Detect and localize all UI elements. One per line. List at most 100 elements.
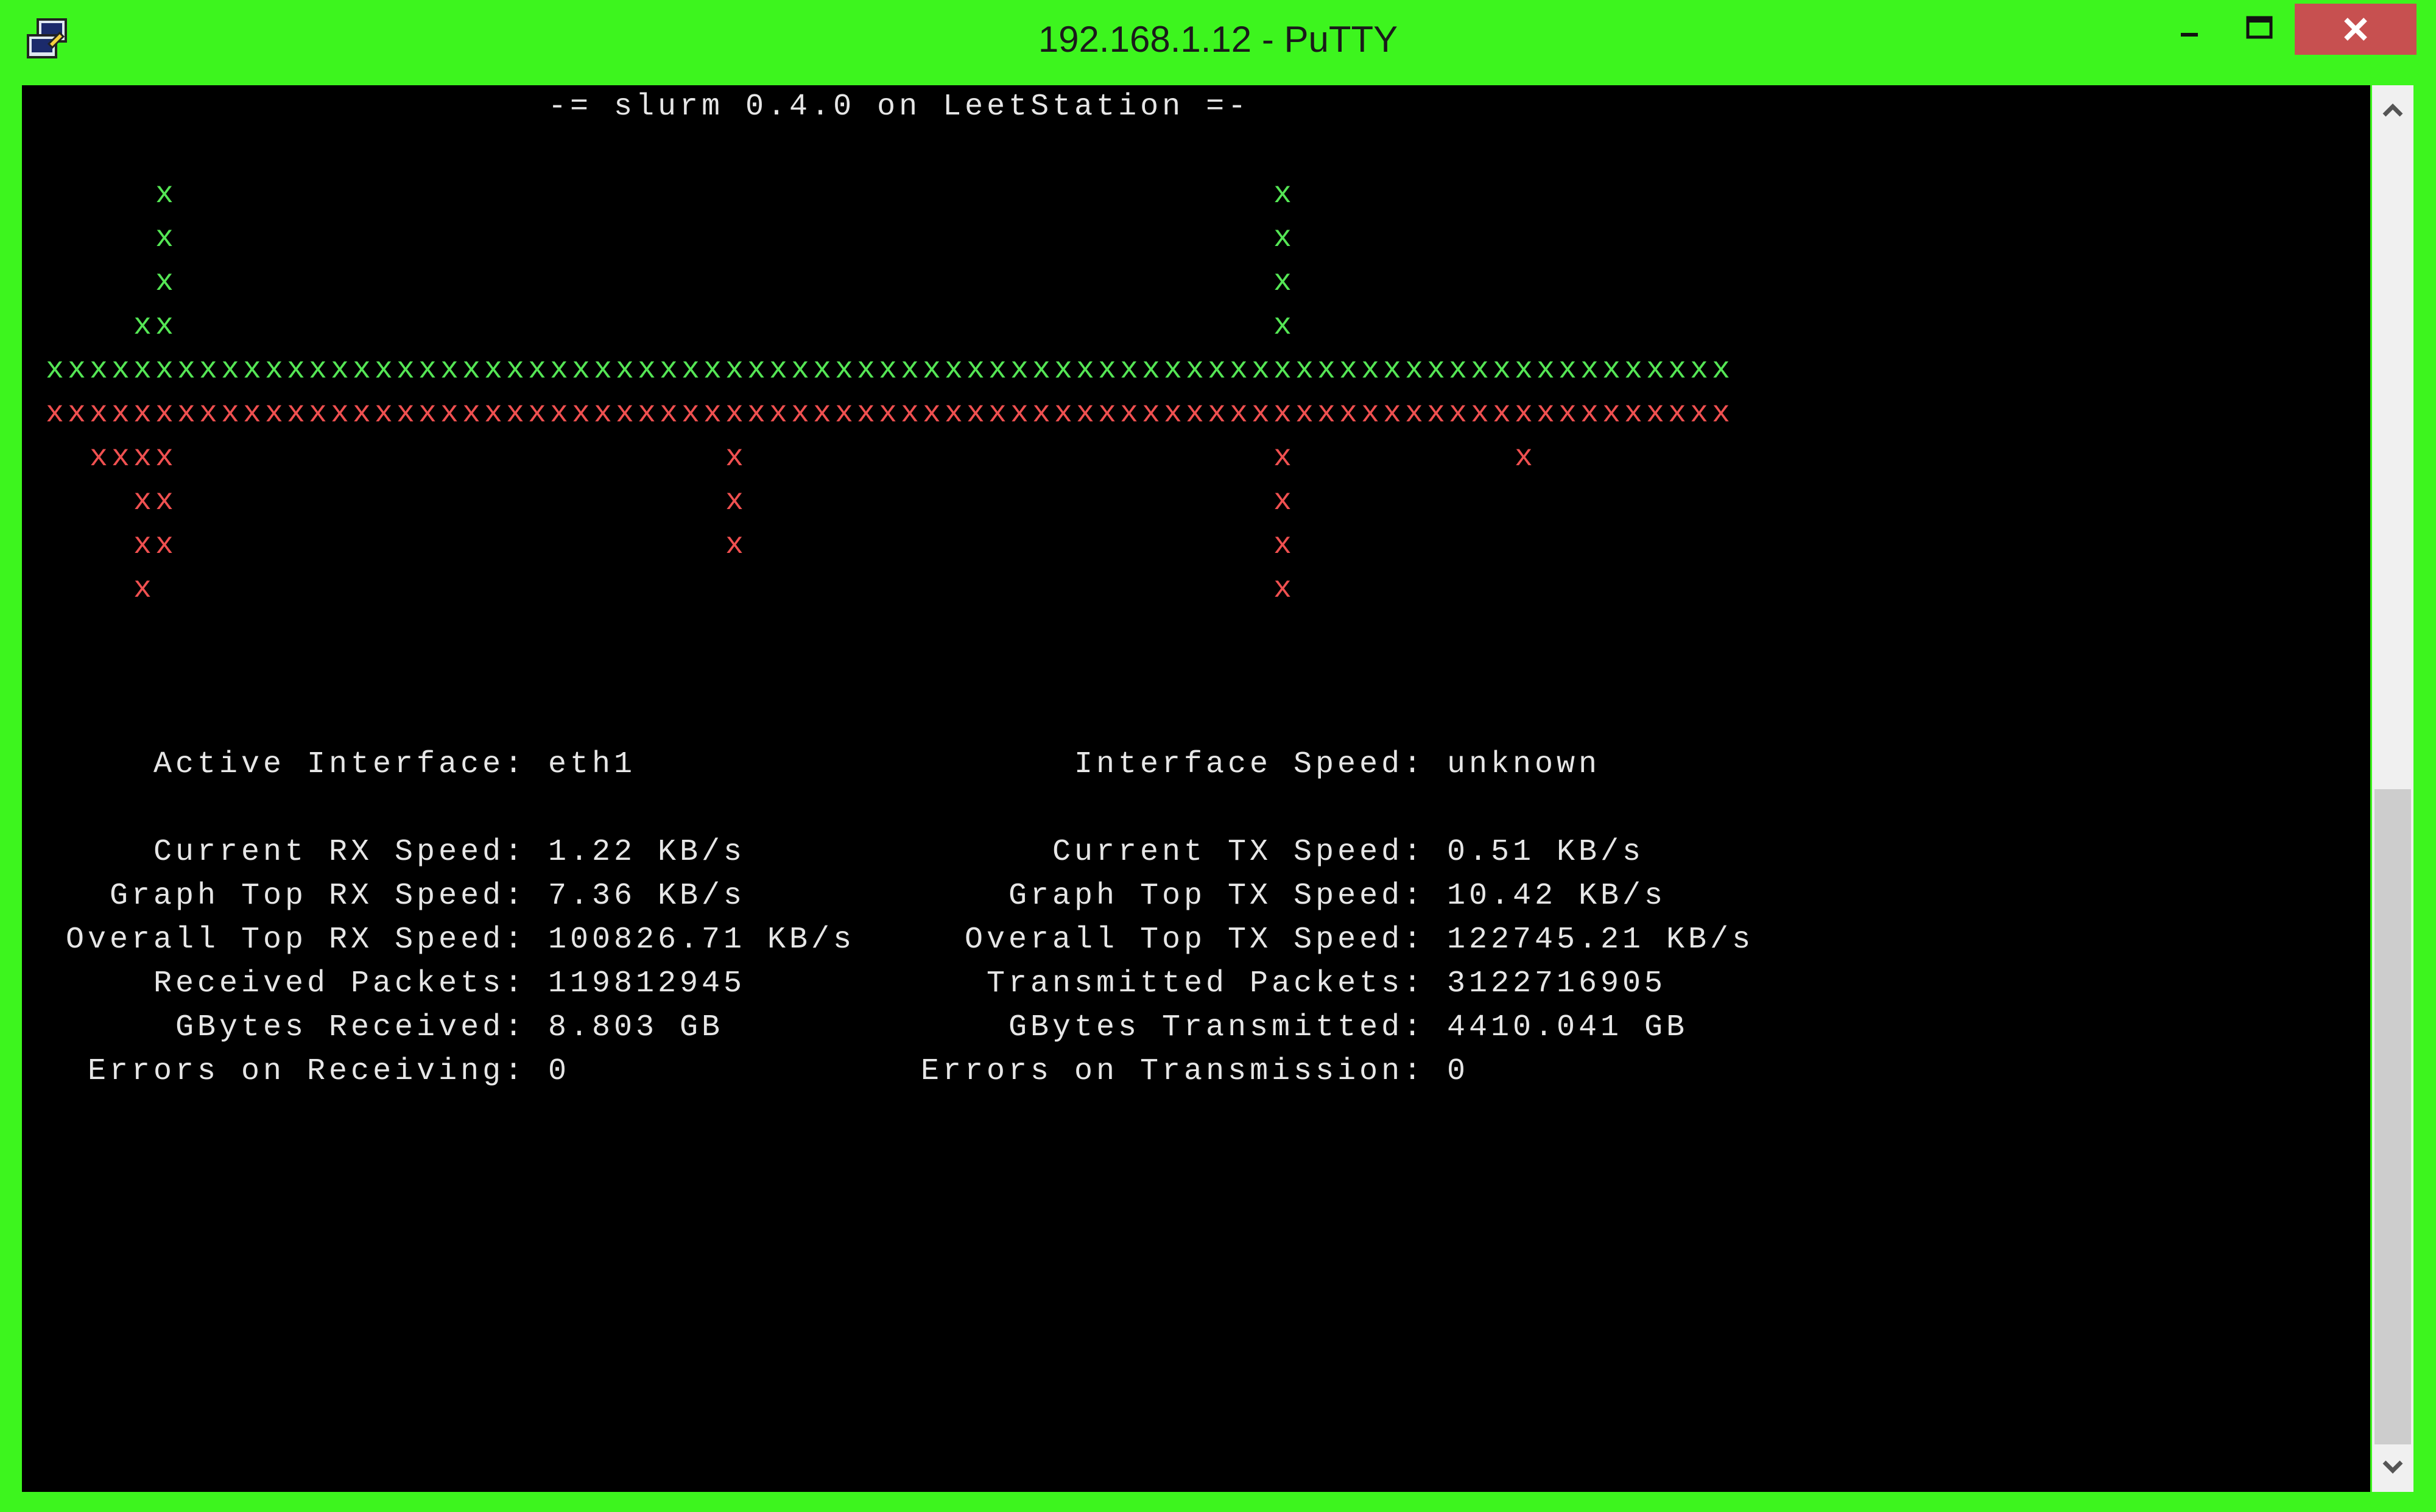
- tx-graph-mark: x: [571, 396, 590, 431]
- interface-speed-value: unknown: [1447, 747, 1601, 782]
- scrollbar-thumb[interactable]: [2374, 789, 2411, 1444]
- tx-graph-mark: x: [1514, 396, 1533, 431]
- tx-graph-mark: x: [1580, 396, 1599, 431]
- tx-graph-mark: x: [1667, 396, 1686, 431]
- tx-graph-mark: x: [396, 396, 415, 431]
- tx-graph-mark: x: [242, 396, 261, 431]
- rx-graph-mark: x: [1580, 353, 1599, 387]
- tx-graph-mark: x: [440, 396, 459, 431]
- scroll-down-button[interactable]: [2372, 1446, 2413, 1489]
- tx-graph-mark: x: [681, 396, 700, 431]
- tx-graph-mark: x: [944, 396, 963, 431]
- tx-graph-mark: x: [966, 396, 985, 431]
- active-interface-value: eth1: [548, 747, 636, 782]
- rx-graph-mark: x: [308, 353, 327, 387]
- tx-graph-mark: x: [89, 396, 108, 431]
- rx-graph-mark: x: [1492, 353, 1511, 387]
- rx-graph-mark: x: [1602, 353, 1621, 387]
- rx-graph-mark: x: [571, 353, 590, 387]
- tx-graph-mark: x: [352, 396, 371, 431]
- gbytes-transmitted-label: GBytes Transmitted:: [1009, 1010, 1426, 1045]
- vertical-scrollbar[interactable]: [2372, 85, 2413, 1492]
- rx-graph-mark: x: [462, 353, 481, 387]
- rx-graph-mark: x: [155, 353, 174, 387]
- rx-graph-mark: x: [593, 353, 612, 387]
- rx-graph-mark: x: [856, 353, 875, 387]
- rx-graph-mark: x: [988, 353, 1007, 387]
- rx-graph-mark: x: [45, 353, 64, 387]
- tx-graph-mark: x: [1382, 396, 1401, 431]
- rx-graph-mark: x: [1536, 353, 1555, 387]
- tx-graph-mark: x: [220, 396, 239, 431]
- tx-graph-mark: x: [1273, 440, 1292, 475]
- rx-graph-mark: x: [1097, 353, 1116, 387]
- rx-graph-mark: x: [67, 353, 86, 387]
- rx-graph-mark: x: [790, 353, 809, 387]
- errors-receiving-value: 0: [548, 1054, 571, 1089]
- tx-graph-mark: x: [308, 396, 327, 431]
- tx-graph-mark: x: [747, 396, 766, 431]
- tx-graph-mark: x: [878, 396, 897, 431]
- rx-graph-mark: x: [747, 353, 766, 387]
- tx-graph-mark: x: [1602, 396, 1621, 431]
- tx-graph-mark: x: [1558, 396, 1577, 431]
- rx-graph-mark: x: [944, 353, 963, 387]
- tx-graph-mark: x: [1426, 396, 1445, 431]
- rx-graph-mark: x: [878, 353, 897, 387]
- tx-graph-mark: x: [133, 440, 152, 475]
- minimize-icon: [2181, 33, 2198, 37]
- rx-graph-mark: x: [1317, 353, 1336, 387]
- scroll-up-button[interactable]: [2372, 88, 2413, 131]
- rx-graph-mark: x: [1624, 353, 1642, 387]
- tx-graph-mark: x: [1711, 396, 1730, 431]
- rx-graph-mark: x: [1273, 353, 1292, 387]
- tx-graph-mark: x: [1185, 396, 1204, 431]
- tx-graph-mark: x: [1273, 528, 1292, 563]
- tx-graph-mark: x: [615, 396, 634, 431]
- rx-graph-mark: x: [1273, 177, 1292, 212]
- current-tx-label: Current TX Speed:: [1052, 835, 1426, 870]
- title-bar[interactable]: 192.168.1.12 - PuTTY: [0, 0, 2436, 85]
- overall-top-tx-label: Overall Top TX Speed:: [965, 923, 1426, 957]
- gbytes-received-label: GBytes Received:: [175, 1010, 527, 1045]
- tx-graph-mark: x: [725, 528, 744, 563]
- tx-graph-mark: x: [133, 484, 152, 519]
- putty-icon[interactable]: [24, 17, 71, 63]
- transmitted-packets-value: 3122716905: [1447, 966, 1667, 1001]
- rx-graph-mark: x: [1404, 353, 1423, 387]
- maximize-button[interactable]: [2226, 4, 2293, 55]
- tx-graph-mark: x: [1295, 396, 1314, 431]
- rx-graph-mark: x: [1711, 353, 1730, 387]
- rx-graph-mark: x: [681, 353, 700, 387]
- rx-graph-mark: x: [637, 353, 656, 387]
- tx-graph-mark: x: [111, 440, 130, 475]
- tx-graph-mark: x: [286, 396, 305, 431]
- rx-graph-mark: x: [418, 353, 437, 387]
- rx-graph-mark: x: [396, 353, 415, 387]
- gbytes-received-value: 8.803 GB: [548, 1010, 724, 1045]
- active-interface-label: Active Interface:: [153, 747, 527, 782]
- rx-graph-mark: x: [264, 353, 283, 387]
- gbytes-transmitted-value: 4410.041 GB: [1447, 1010, 1689, 1045]
- rx-graph-mark: x: [89, 353, 108, 387]
- errors-transmission-value: 0: [1447, 1054, 1470, 1089]
- tx-graph-mark: x: [1624, 396, 1642, 431]
- close-button[interactable]: [2295, 4, 2417, 55]
- tx-graph-mark: x: [1119, 396, 1138, 431]
- tx-graph-mark: x: [527, 396, 546, 431]
- tx-graph-mark: x: [484, 396, 502, 431]
- minimize-button[interactable]: [2156, 4, 2223, 55]
- tx-graph-mark: x: [1492, 396, 1511, 431]
- rx-graph-mark: x: [1119, 353, 1138, 387]
- tx-graph-mark: x: [1163, 396, 1182, 431]
- tx-graph-mark: x: [133, 528, 152, 563]
- overall-top-rx-value: 100826.71 KB/s: [548, 923, 856, 957]
- tx-graph-mark: x: [1273, 572, 1292, 607]
- rx-graph-mark: x: [1273, 309, 1292, 343]
- tx-graph-mark: x: [199, 396, 217, 431]
- graph-top-rx-value: 7.36 KB/s: [548, 879, 746, 913]
- rx-graph-mark: x: [1426, 353, 1445, 387]
- rx-graph-mark: x: [1514, 353, 1533, 387]
- tx-graph-mark: x: [1054, 396, 1072, 431]
